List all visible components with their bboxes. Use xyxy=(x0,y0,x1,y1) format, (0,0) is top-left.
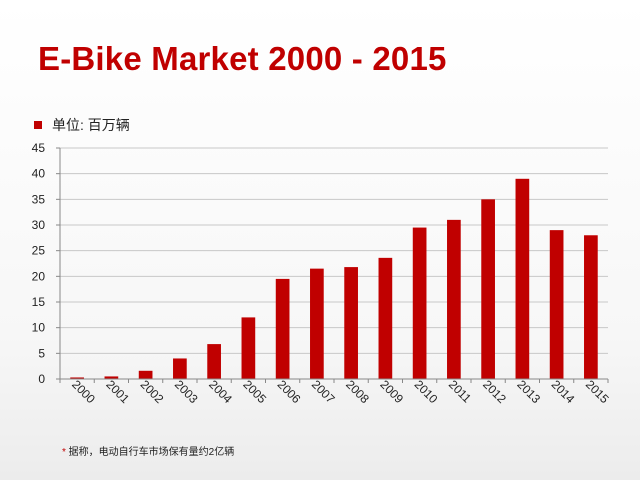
x-axis-tick-labels: 2000 2001 2002 2003 2004 2005 2006 2007 2008 2009… xyxy=(69,377,612,406)
bar-2011 xyxy=(447,219,461,379)
y-axis-tick-labels: 0 5 10 15 20 25 30 35 40 45 xyxy=(32,141,46,386)
bar-2003 xyxy=(173,358,187,379)
bar-2008 xyxy=(344,267,358,379)
y-tick-label: 5 xyxy=(38,346,45,360)
bar-2009 xyxy=(378,257,393,379)
y-tick-label: 10 xyxy=(32,321,46,335)
footnote-text: * 据称，电动自行车市场保有量约2亿辆 xyxy=(62,447,234,458)
y-tick-label: 40 xyxy=(32,167,46,181)
bar-2002 xyxy=(138,370,153,379)
bars xyxy=(70,178,598,379)
bar-2007 xyxy=(310,268,324,379)
y-tick-label: 30 xyxy=(32,218,46,232)
legend-swatch xyxy=(34,121,42,129)
y-tick-label: 0 xyxy=(38,372,45,386)
bar-2006 xyxy=(275,278,290,379)
page-title: E-Bike Market 2000 - 2015 xyxy=(38,40,447,77)
bar-2014 xyxy=(549,230,564,379)
x-tick-label-2011: 2011 xyxy=(446,377,474,405)
bar-2004 xyxy=(207,344,221,379)
bar-2013 xyxy=(515,178,530,379)
bar-2001 xyxy=(104,376,119,379)
y-tick-label: 25 xyxy=(32,244,46,258)
footnote-body: 据称，电动自行车市场保有量约2亿辆 xyxy=(65,447,235,458)
bar-2000 xyxy=(70,377,84,379)
bar-2015 xyxy=(584,235,598,379)
bar-2005 xyxy=(241,317,256,379)
chart-legend: 单位: 百万辆 xyxy=(34,115,130,135)
y-tick-label: 20 xyxy=(32,269,46,283)
y-tick-label: 45 xyxy=(32,141,46,155)
legend-label: 单位: 百万辆 xyxy=(52,117,130,133)
footnote-asterisk: * xyxy=(62,447,66,458)
bar-2012 xyxy=(481,199,495,379)
axes xyxy=(56,147,609,383)
y-tick-label: 15 xyxy=(32,295,46,309)
bar-2010 xyxy=(412,227,427,379)
y-tick-label: 35 xyxy=(32,192,46,206)
footnote: * 据称，电动自行车市场保有量约2亿辆 xyxy=(62,443,234,458)
